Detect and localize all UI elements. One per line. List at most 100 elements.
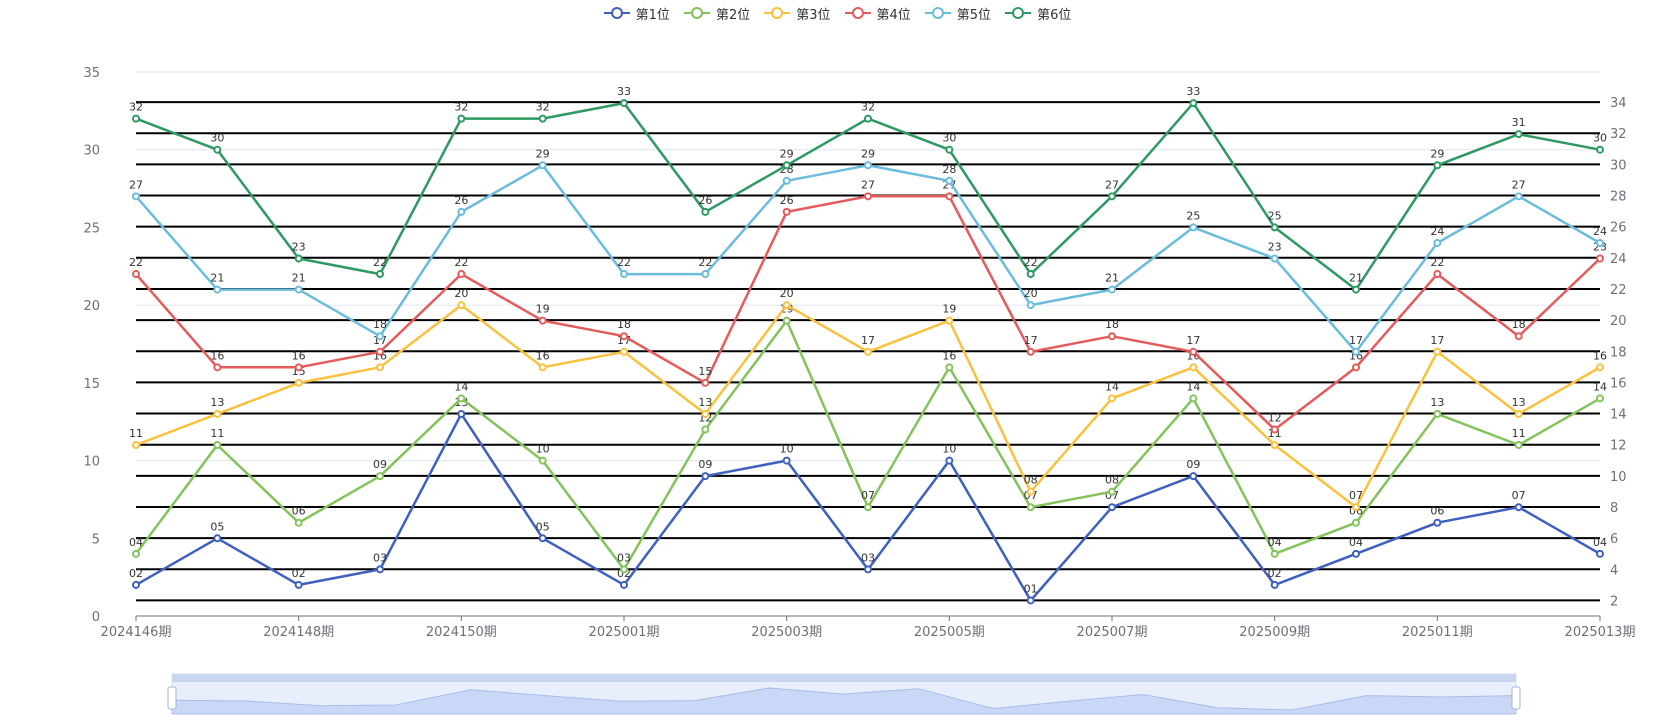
data-label: 13 <box>1430 396 1444 409</box>
legend-item[interactable]: 第2位 <box>683 4 751 23</box>
data-label: 17 <box>1349 334 1363 347</box>
data-label: 02 <box>292 567 306 580</box>
datazoom-right-handle[interactable] <box>1511 686 1521 710</box>
data-point <box>457 114 466 123</box>
data-point <box>620 99 628 108</box>
data-label: 14 <box>1593 380 1607 393</box>
data-label: 22 <box>617 256 631 269</box>
data-point <box>620 347 628 356</box>
y-right-tick-label: 34 <box>1610 96 1627 111</box>
data-point <box>457 270 466 279</box>
data-point <box>538 456 547 465</box>
data-label: 25 <box>1186 209 1200 222</box>
data-label: 16 <box>536 349 550 362</box>
data-point <box>1352 347 1360 356</box>
y-left-tick-label: 5 <box>92 532 100 547</box>
data-label: 02 <box>1268 567 1282 580</box>
x-tick-label: 2024148期 <box>263 625 334 640</box>
legend-item[interactable]: 第4位 <box>844 4 911 23</box>
datazoom-left-handle[interactable] <box>167 686 177 710</box>
x-tick-label: 2025001期 <box>589 625 660 640</box>
y-left-tick-label: 15 <box>83 377 100 392</box>
data-label: 03 <box>861 551 875 564</box>
data-label: 24 <box>1430 225 1444 238</box>
data-label: 02 <box>129 567 143 580</box>
legend-label: 第5位 <box>956 7 992 23</box>
data-point <box>1433 270 1442 279</box>
data-label: 06 <box>1430 505 1444 518</box>
data-label: 12 <box>1268 411 1282 424</box>
data-point <box>1596 145 1604 154</box>
data-label: 07 <box>861 489 875 502</box>
x-tick-label: 2025007期 <box>1077 625 1148 640</box>
legend-item[interactable]: 第6位 <box>1005 4 1071 23</box>
data-label: 27 <box>129 178 143 191</box>
data-label: 11 <box>129 427 143 440</box>
data-label: 22 <box>1024 256 1038 269</box>
data-label: 29 <box>536 147 550 160</box>
data-point <box>1270 254 1279 263</box>
data-point <box>1433 518 1442 527</box>
legend-item[interactable]: 第5位 <box>924 4 992 23</box>
data-point <box>864 565 872 574</box>
data-point <box>1514 503 1523 512</box>
legend-swatch-icon <box>844 7 871 19</box>
data-point <box>945 456 954 465</box>
data-label: 06 <box>292 505 306 518</box>
data-point <box>864 114 872 123</box>
data-label: 20 <box>780 287 794 300</box>
data-point <box>1026 487 1035 496</box>
data-point <box>620 270 628 279</box>
data-label: 18 <box>617 318 631 331</box>
data-label: 32 <box>861 101 875 114</box>
legend-swatch-icon <box>603 7 630 19</box>
data-point <box>1189 99 1198 108</box>
data-point <box>376 270 384 279</box>
data-label: 01 <box>1024 582 1038 595</box>
data-point <box>538 363 547 372</box>
data-point <box>538 534 547 543</box>
data-point <box>1189 347 1198 356</box>
data-point <box>945 145 954 154</box>
data-point <box>1514 130 1523 139</box>
legend-item[interactable]: 第3位 <box>764 4 831 23</box>
data-label: 05 <box>536 520 550 533</box>
data-label: 22 <box>698 256 712 269</box>
data-point <box>1270 223 1279 232</box>
legend-swatch-icon <box>924 7 951 19</box>
datazoom-preview-area <box>171 687 1517 715</box>
data-point <box>376 472 384 481</box>
data-label: 09 <box>373 458 387 471</box>
data-point <box>1596 363 1604 372</box>
data-label: 07 <box>1512 489 1526 502</box>
y-right-tick-label: 24 <box>1610 252 1627 267</box>
legend-item[interactable]: 第1位 <box>603 4 670 23</box>
data-label: 04 <box>129 536 143 549</box>
data-point <box>1514 441 1523 450</box>
data-label: 25 <box>1268 209 1282 222</box>
data-label: 10 <box>780 443 794 456</box>
data-point <box>1352 518 1360 527</box>
legend-label: 第1位 <box>635 7 670 23</box>
y-left-tick-label: 10 <box>83 455 100 470</box>
data-label: 20 <box>454 287 468 300</box>
data-point <box>1596 238 1604 247</box>
data-point <box>1514 409 1523 418</box>
data-label: 22 <box>129 256 143 269</box>
data-point <box>945 192 954 201</box>
y-left-tick-label: 0 <box>92 610 100 625</box>
legend-label: 第2位 <box>715 7 751 23</box>
data-label: 32 <box>129 101 143 114</box>
data-point <box>1352 363 1360 372</box>
data-point <box>1433 347 1442 356</box>
data-point <box>1352 549 1360 558</box>
series-line-4 <box>135 195 1601 431</box>
data-point <box>213 441 222 450</box>
data-point <box>213 363 222 372</box>
y-left-tick-label: 35 <box>83 66 100 81</box>
y-right-tick-label: 6 <box>1610 532 1618 547</box>
data-point <box>213 409 222 418</box>
data-point <box>538 316 547 325</box>
data-label: 04 <box>1349 536 1363 549</box>
datazoom-move-handle[interactable] <box>172 674 1516 682</box>
